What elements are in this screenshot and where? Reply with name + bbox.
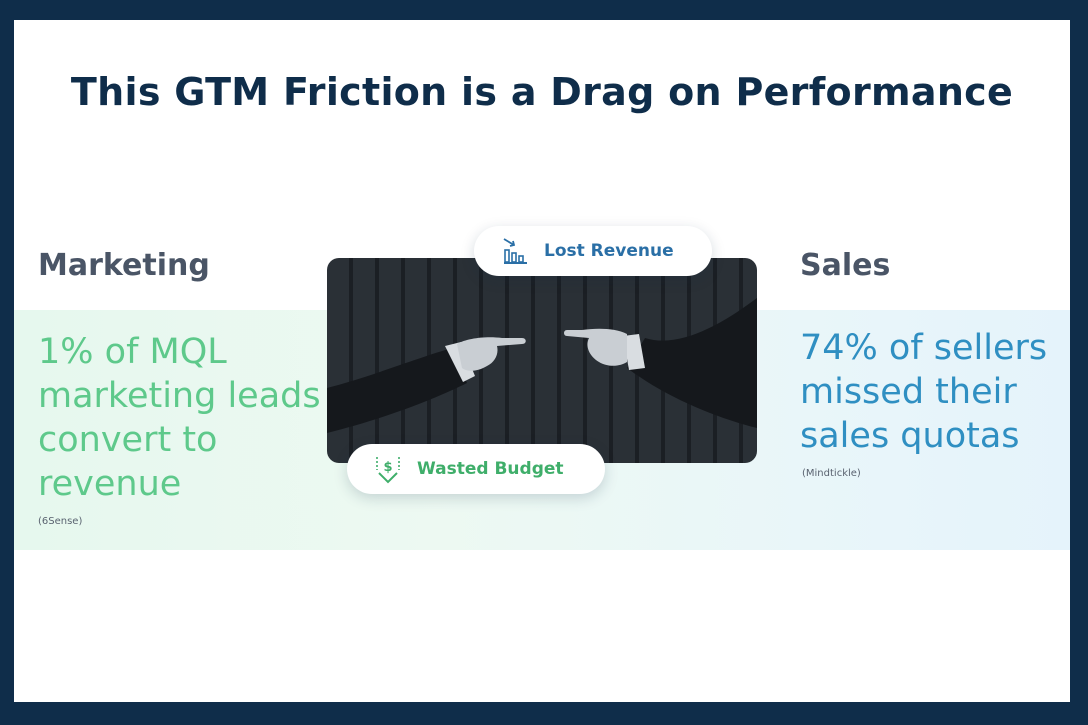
slide-title: This GTM Friction is a Drag on Performan… [70, 70, 1014, 114]
wasted-budget-callout: $ Wasted Budget [347, 444, 605, 494]
declining-bar-chart-icon [500, 236, 530, 266]
dollar-down-arrow-icon: $ [373, 454, 403, 484]
sales-source: (Mindtickle) [802, 468, 861, 479]
sales-heading: Sales [800, 248, 891, 283]
pointing-hands-photo [327, 258, 757, 463]
wasted-budget-label: Wasted Budget [417, 459, 564, 479]
lost-revenue-label: Lost Revenue [544, 241, 674, 261]
svg-text:$: $ [383, 460, 392, 475]
marketing-source: (6Sense) [38, 516, 83, 527]
lost-revenue-callout: Lost Revenue [474, 226, 712, 276]
marketing-heading: Marketing [38, 248, 210, 283]
marketing-stat: 1% of MQL marketing leads convert to rev… [38, 332, 321, 504]
slide: This GTM Friction is a Drag on Performan… [14, 20, 1070, 702]
sales-stat: 74% of sellers missed their sales quotas [800, 328, 1048, 456]
